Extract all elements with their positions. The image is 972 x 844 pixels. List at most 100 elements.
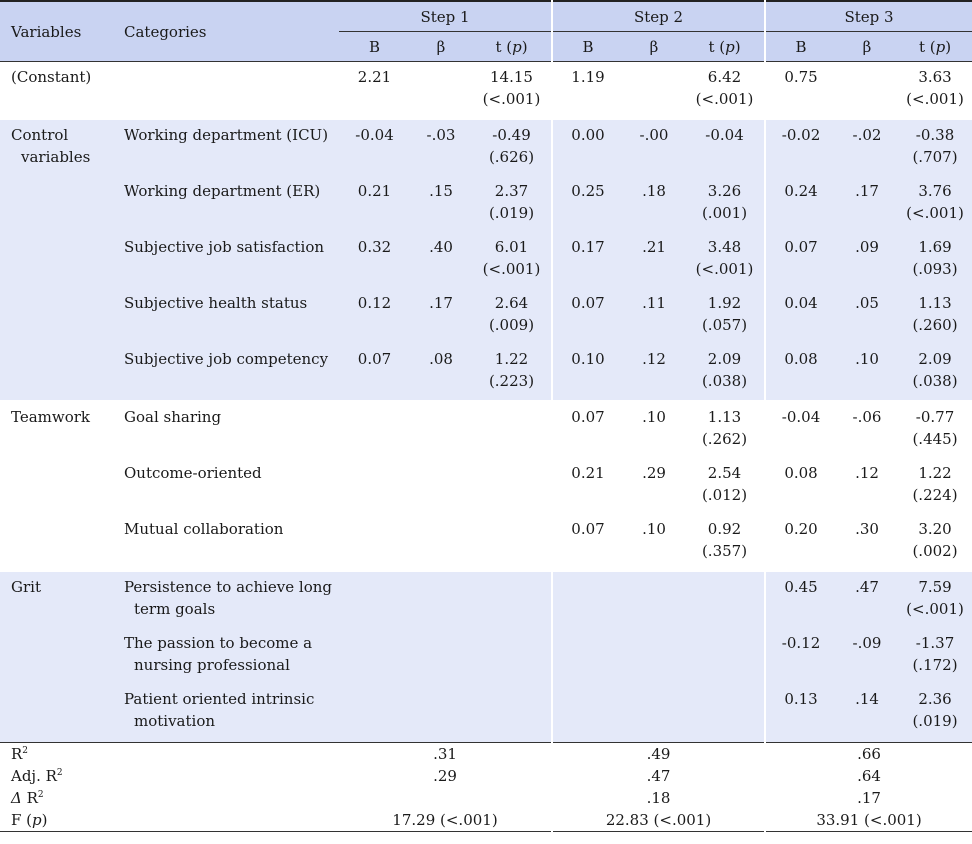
t-value: 6.01 [494, 238, 529, 256]
variable-cell [0, 684, 113, 743]
t-value-cell [472, 401, 552, 458]
category-cell [113, 62, 339, 120]
t-value: 2.54 [707, 464, 742, 482]
stat-label-text: R [21, 789, 38, 807]
b-value: 0.21 [339, 176, 410, 232]
b-value: 0.07 [339, 344, 410, 401]
p-value: (<.001) [482, 90, 541, 108]
t-value-cell [472, 628, 552, 684]
category-name-cont: nursing professional [134, 656, 290, 674]
t-value-cell [685, 571, 766, 628]
t-value-cell: 1.69 (.093) [898, 232, 972, 288]
beta-value: -.00 [623, 119, 685, 176]
category-cell: Mutual collaboration [113, 514, 339, 571]
t-value-cell: 7.59 (<.001) [898, 571, 972, 628]
t-value-cell: 6.01 (<.001) [472, 232, 552, 288]
table-body: (Constant) 2.21 14.15 (<.001) 1.19 6.42 (<.001… [0, 61, 972, 743]
category-name: Mutual collaboration [124, 520, 284, 538]
variable-name: Control [11, 126, 69, 144]
t-value-cell: 0.92 (.357) [685, 514, 765, 571]
category-cell: Working department (ER) [113, 176, 339, 232]
beta-value: .47 [836, 571, 899, 628]
table-row: Subjective job satisfaction 0.32.40 6.01 (<… [0, 232, 972, 288]
t-value: 3.26 [707, 182, 742, 200]
p-value: (.223) [488, 372, 535, 390]
table-row: (Constant) 2.21 14.15 (<.001) 1.19 6.42 (<.001… [0, 61, 972, 120]
t-value-cell: 3.76 (<.001) [898, 176, 972, 232]
variable-name: Teamwork [11, 408, 91, 426]
beta-value [410, 684, 472, 743]
t-value-cell: 3.20 (.002) [898, 514, 972, 571]
b-value [551, 571, 623, 628]
variable-cell [0, 288, 113, 344]
superscript: 2 [56, 768, 63, 778]
b-value: 0.08 [764, 458, 837, 514]
col-beta: β [410, 31, 472, 62]
table-row: Subjective job competency 0.07.08 1.22 (.22… [0, 344, 972, 401]
p-value: (.626) [488, 148, 535, 166]
variable-name-cont: variables [21, 148, 91, 166]
stat-label-italic: p [32, 811, 42, 829]
variables-header: Variables [0, 1, 113, 62]
col-b: B [551, 31, 623, 62]
p-value: (.001) [701, 204, 748, 222]
beta-value: .10 [836, 344, 899, 401]
b-value [339, 514, 410, 571]
t-value-cell: 1.13 (.260) [898, 288, 972, 344]
table-row: The passion to become a nursing professio… [0, 628, 972, 684]
table-row: Subjective health status 0.12.17 2.64 (.009… [0, 288, 972, 344]
category-cell: The passion to become a nursing professio… [113, 628, 339, 684]
p-value: (.262) [701, 430, 748, 448]
beta-value: -.02 [836, 119, 899, 176]
t-value: 0.92 [707, 520, 742, 538]
category-cell: Goal sharing [113, 401, 339, 458]
category-name-cont: term goals [134, 600, 216, 618]
stat-value: 22.83 (<.001) [550, 809, 766, 832]
step2-header: Step 2 [550, 1, 766, 32]
header-row-steps: Variables Categories Step 1 Step 2 Step … [0, 1, 972, 62]
b-value: 2.21 [357, 68, 392, 86]
beta-value [410, 458, 472, 514]
b-value: 0.17 [551, 232, 623, 288]
beta-value: .18 [623, 176, 685, 232]
category-cell: Outcome-oriented [113, 458, 339, 514]
t-value: 2.37 [494, 182, 529, 200]
beta-value: .14 [836, 684, 899, 743]
beta-value [410, 401, 472, 458]
stat-label: Δ R2 [0, 787, 339, 809]
t-value: 6.42 [707, 68, 742, 86]
stat-label-text: ) [41, 811, 48, 829]
delta-symbol: Δ [11, 789, 22, 807]
beta-value: .30 [855, 520, 879, 538]
beta-value: -.09 [836, 628, 899, 684]
b-value [339, 458, 410, 514]
t-value: 1.13 [918, 294, 952, 312]
category-name: Goal sharing [124, 408, 222, 426]
beta-value: -.06 [852, 408, 882, 426]
variable-name: (Constant) [11, 68, 92, 86]
category-cell: Patient oriented intrinsic motivation [113, 684, 339, 743]
p-value: (.445) [912, 430, 958, 448]
beta-value: .11 [623, 288, 685, 344]
table-row: Patient oriented intrinsic motivation 0.13… [0, 684, 972, 743]
table-row: Control variables Working department (ICU)… [0, 119, 972, 176]
stat-label-text: Adj. R [11, 767, 57, 785]
beta-value: .21 [623, 232, 685, 288]
stat-value: .17 [764, 787, 972, 809]
beta-value: .10 [642, 408, 666, 426]
table-row: Working department (ER) 0.21.15 2.37 (.019)… [0, 176, 972, 232]
b-value: 0.07 [764, 232, 837, 288]
b-value: 0.04 [764, 288, 837, 344]
stat-row: R2 .31 .49.66 [0, 742, 972, 765]
p-value: (.357) [701, 542, 748, 560]
col-tp: t (p) [898, 31, 972, 62]
p-value: (<.001) [906, 90, 964, 108]
t-value-cell: 2.36 (.019) [898, 684, 972, 743]
p-value: (.002) [912, 542, 958, 560]
beta-value: .12 [855, 464, 879, 482]
variable-cell [0, 458, 113, 514]
t-value: 1.92 [707, 294, 742, 312]
p-value: (.019) [912, 712, 958, 730]
t-value: 3.48 [707, 238, 742, 256]
